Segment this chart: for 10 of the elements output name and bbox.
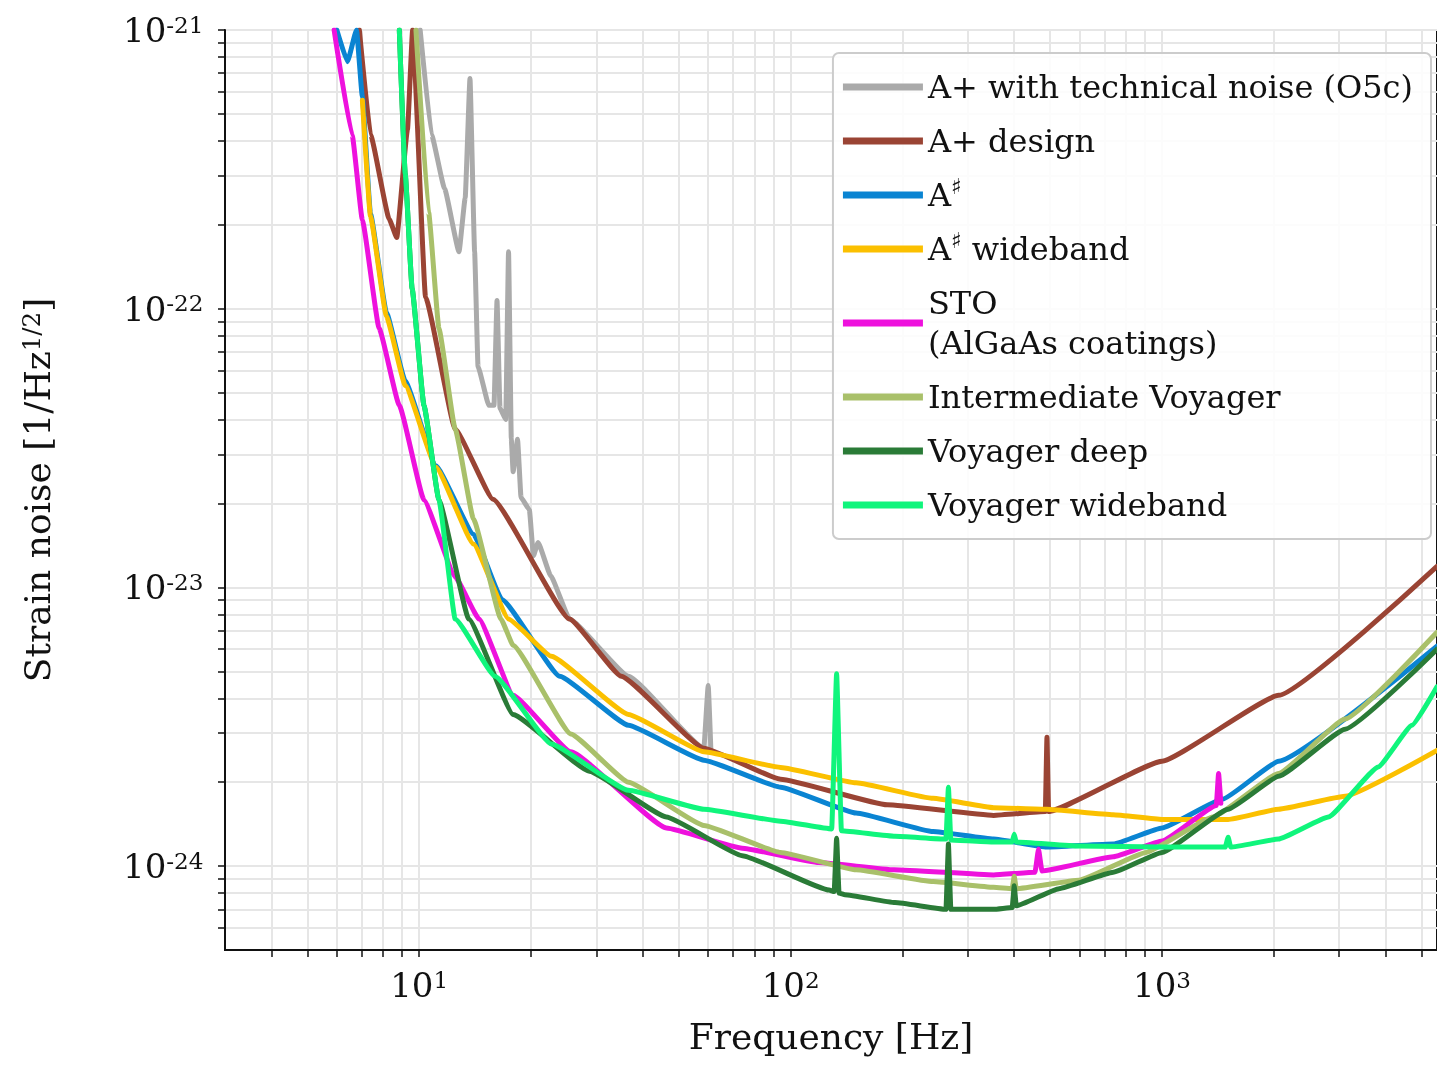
legend-label: A♯	[926, 173, 962, 214]
x-axis-title: Frequency [Hz]	[688, 1015, 974, 1057]
legend-label: Voyager wideband	[926, 486, 1228, 524]
legend-label: A+ with technical noise (O5c)	[926, 68, 1413, 106]
legend-label: Voyager deep	[926, 432, 1149, 470]
legend-label: STO (AlGaAs coatings)	[927, 284, 1218, 362]
legend-label: A+ design	[926, 122, 1096, 160]
legend-label: Intermediate Voyager	[927, 378, 1282, 416]
legend-label: A♯ wideband	[926, 227, 1130, 268]
y-axis-title: Strain noise [1/Hz1/2]	[16, 297, 58, 683]
